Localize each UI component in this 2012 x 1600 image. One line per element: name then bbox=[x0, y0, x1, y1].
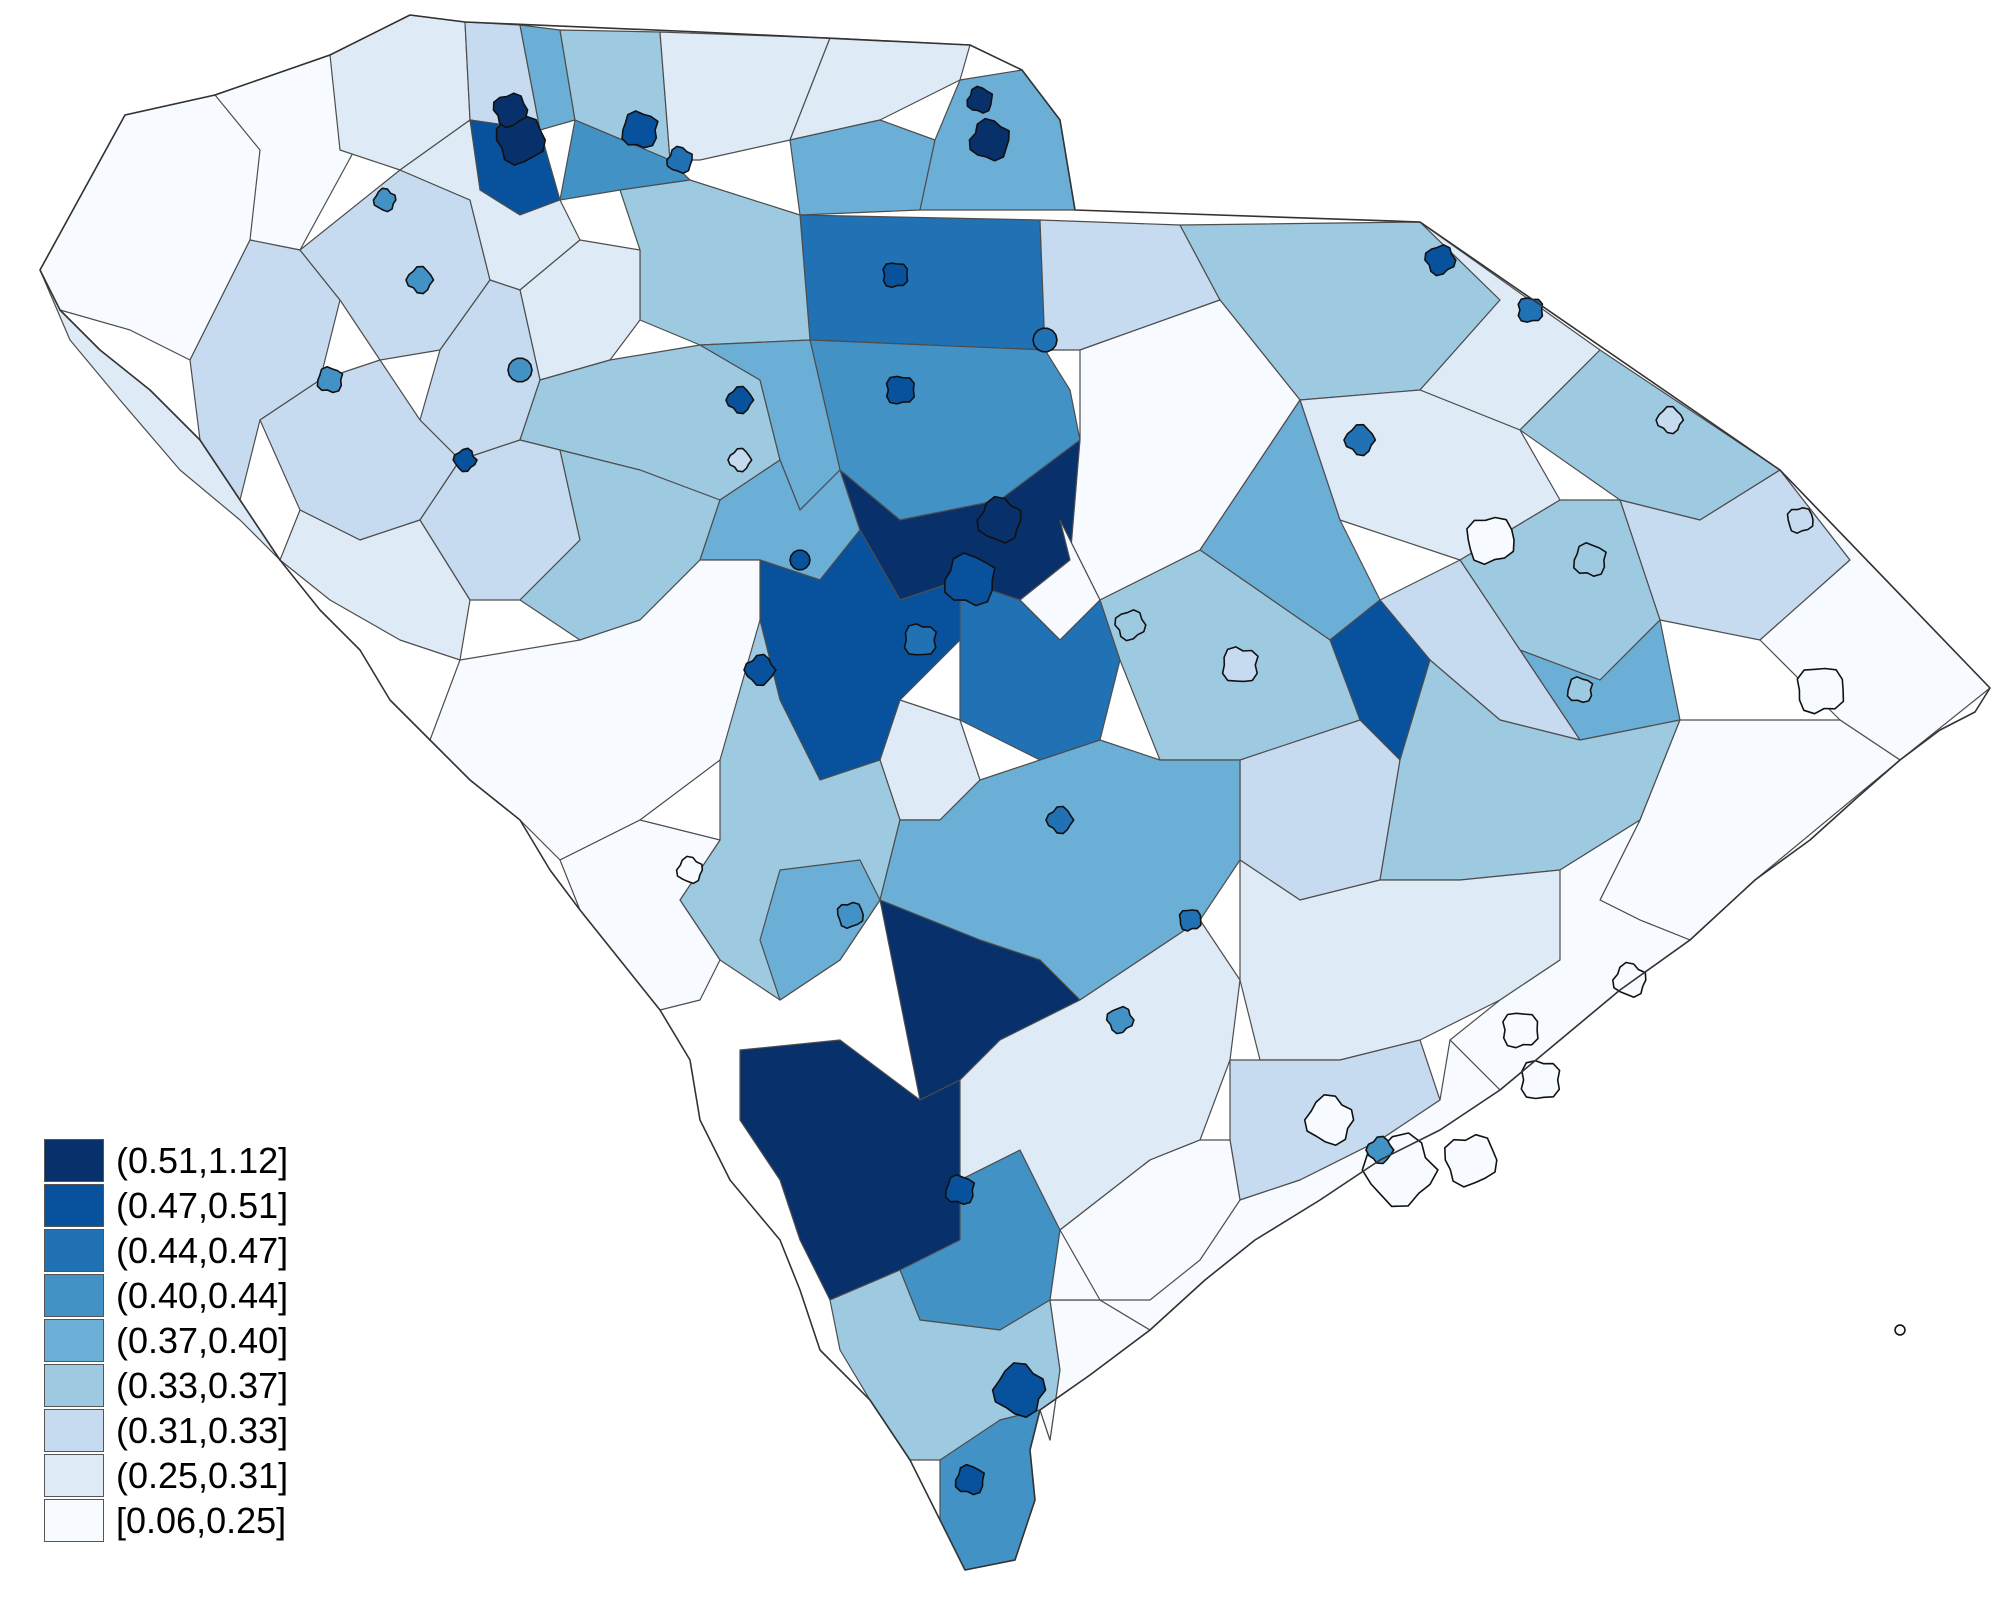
legend-label: (0.51,1.12] bbox=[116, 1139, 289, 1181]
map-place bbox=[1517, 297, 1544, 323]
map-place bbox=[1221, 646, 1259, 683]
legend-item: [0.06,0.25] bbox=[44, 1498, 344, 1543]
map-place bbox=[1894, 1324, 1906, 1336]
legend-item: (0.31,0.33] bbox=[44, 1408, 344, 1453]
map-place bbox=[976, 495, 1022, 544]
map-place bbox=[1573, 542, 1607, 577]
legend-swatch bbox=[44, 1364, 104, 1407]
map-place bbox=[991, 1362, 1047, 1418]
map-place bbox=[789, 549, 811, 571]
map-place bbox=[405, 265, 435, 295]
map-place bbox=[954, 1463, 985, 1496]
legend-label: (0.47,0.51] bbox=[116, 1184, 289, 1226]
map-place bbox=[944, 1173, 976, 1206]
map-place bbox=[743, 653, 777, 687]
map-place bbox=[452, 447, 478, 473]
map-place bbox=[1424, 244, 1457, 277]
legend-swatch bbox=[44, 1499, 104, 1542]
map-place bbox=[966, 85, 994, 114]
map-place bbox=[507, 357, 533, 383]
map-place bbox=[1343, 423, 1377, 457]
map-place bbox=[836, 901, 864, 930]
legend-label: (0.25,0.31] bbox=[116, 1454, 289, 1496]
map-place bbox=[727, 447, 753, 473]
map-place bbox=[1566, 676, 1594, 704]
legend-swatch bbox=[44, 1274, 104, 1317]
map-region bbox=[759, 859, 881, 1001]
map-place bbox=[675, 855, 704, 885]
map-place bbox=[1105, 1005, 1135, 1035]
legend-label: (0.37,0.40] bbox=[116, 1319, 289, 1361]
legend-item: (0.33,0.37] bbox=[44, 1363, 344, 1408]
map-region bbox=[619, 179, 811, 346]
map-place bbox=[885, 375, 915, 405]
legend-item: (0.47,0.51] bbox=[44, 1183, 344, 1228]
map-region bbox=[399, 119, 581, 291]
map-region bbox=[799, 214, 1046, 351]
map-place bbox=[1303, 1094, 1355, 1146]
map-place bbox=[1655, 405, 1685, 435]
map-places bbox=[316, 85, 1906, 1496]
legend-label: (0.44,0.47] bbox=[116, 1229, 289, 1271]
legend-item: (0.37,0.40] bbox=[44, 1318, 344, 1363]
map-place bbox=[1032, 327, 1058, 353]
map-place bbox=[1178, 909, 1202, 932]
map-legend: (0.51,1.12] (0.47,0.51] (0.44,0.47] (0.4… bbox=[44, 1138, 344, 1543]
map-place bbox=[1444, 1133, 1498, 1188]
map-place bbox=[316, 365, 344, 394]
map-place bbox=[968, 117, 1010, 162]
map-region bbox=[959, 579, 1121, 761]
map-place bbox=[1520, 1059, 1561, 1100]
map-place bbox=[1114, 609, 1147, 642]
legend-swatch bbox=[44, 1184, 104, 1227]
legend-label: [0.06,0.25] bbox=[116, 1499, 287, 1541]
map-place bbox=[1502, 1012, 1539, 1049]
legend-item: (0.44,0.47] bbox=[44, 1228, 344, 1273]
map-place bbox=[882, 262, 909, 289]
map-place bbox=[372, 187, 397, 213]
legend-label: (0.33,0.37] bbox=[116, 1364, 289, 1406]
legend-label: (0.40,0.44] bbox=[116, 1274, 289, 1316]
legend-swatch bbox=[44, 1409, 104, 1452]
state-outline bbox=[39, 14, 1991, 1571]
map-place bbox=[492, 92, 529, 129]
map-place bbox=[903, 623, 937, 656]
map-place bbox=[725, 385, 755, 415]
map-region bbox=[1059, 1139, 1241, 1301]
legend-swatch bbox=[44, 1229, 104, 1272]
map-place bbox=[1796, 667, 1845, 715]
map-place bbox=[1466, 516, 1515, 566]
legend-label: (0.31,0.33] bbox=[116, 1409, 289, 1451]
legend-swatch bbox=[44, 1454, 104, 1497]
map-place bbox=[621, 110, 659, 149]
legend-item: (0.51,1.12] bbox=[44, 1138, 344, 1183]
legend-swatch bbox=[44, 1139, 104, 1182]
map-place bbox=[1045, 805, 1075, 835]
legend-swatch bbox=[44, 1319, 104, 1362]
map-place bbox=[1786, 507, 1814, 534]
legend-item: (0.40,0.44] bbox=[44, 1273, 344, 1318]
map-place bbox=[944, 552, 996, 607]
map-place bbox=[495, 115, 546, 166]
legend-item: (0.25,0.31] bbox=[44, 1453, 344, 1498]
map-place bbox=[666, 145, 693, 175]
